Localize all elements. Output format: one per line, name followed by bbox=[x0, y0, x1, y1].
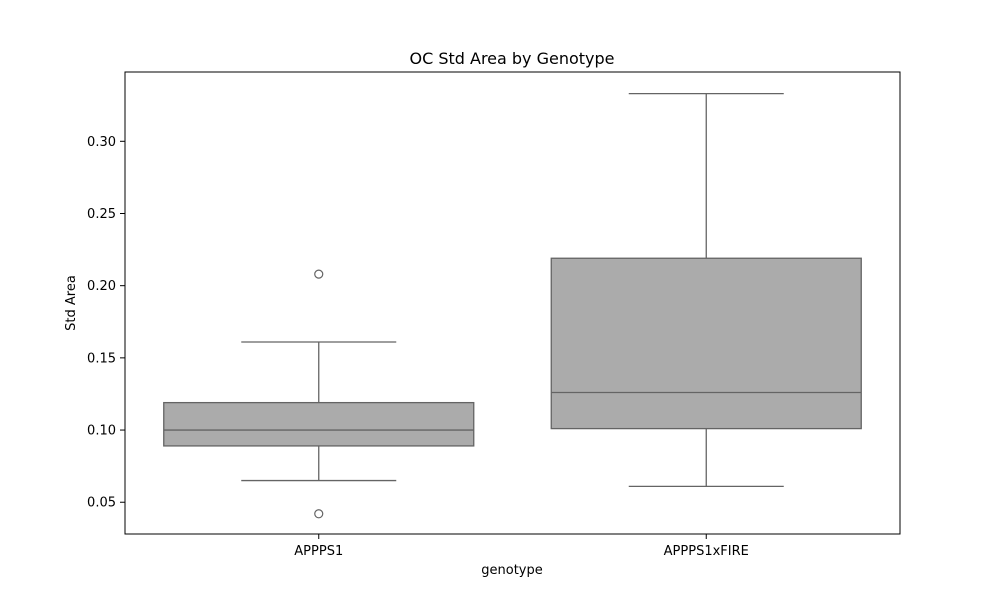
outlier-point bbox=[314, 269, 324, 279]
x-tick-label: APPPS1xFIRE bbox=[664, 544, 749, 559]
box-iqr bbox=[163, 401, 475, 447]
y-axis: 0.05 0.10 0.15 0.20 0.25 0.30 bbox=[87, 135, 125, 511]
y-tick-label: 0.10 bbox=[87, 424, 116, 439]
outlier-point bbox=[314, 509, 324, 519]
y-tick-label: 0.25 bbox=[87, 207, 116, 222]
plot-area bbox=[163, 93, 862, 519]
box-group bbox=[163, 269, 475, 519]
plot-frame bbox=[124, 71, 901, 535]
x-axis: APPPS1 APPPS1xFIRE bbox=[294, 534, 749, 559]
box-group bbox=[550, 93, 862, 488]
x-axis-label: genotype bbox=[481, 563, 542, 578]
chart-title: OC Std Area by Genotype bbox=[409, 49, 614, 68]
y-tick-label: 0.05 bbox=[87, 496, 116, 511]
y-tick-label: 0.20 bbox=[87, 279, 116, 294]
y-axis-label: Std Area bbox=[64, 275, 79, 331]
box-iqr bbox=[550, 257, 862, 430]
y-tick-label: 0.30 bbox=[87, 135, 116, 150]
y-tick-label: 0.15 bbox=[87, 351, 116, 366]
x-tick-label: APPPS1 bbox=[294, 544, 343, 559]
